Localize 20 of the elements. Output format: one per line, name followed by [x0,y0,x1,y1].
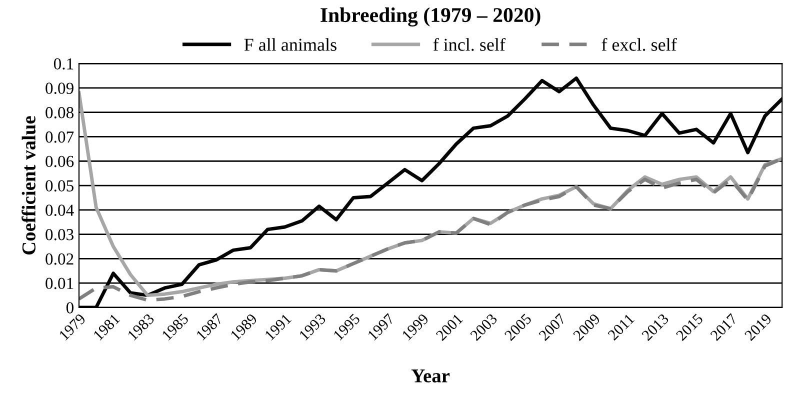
y-tick-label: 0.02 [46,253,74,265]
y-tick-label: 0.03 [46,229,74,240]
y-tick-label: 0.1 [54,58,74,70]
y-tick-label: 0.04 [46,204,74,216]
y-tick-label: 0.01 [46,278,74,290]
x-axis-title: Year [411,370,450,382]
y-tick-label: 0.06 [46,156,74,168]
legend-label: F all animals [244,38,336,51]
y-tick-label: 0.09 [46,82,74,94]
legend-label: f incl. self [433,38,506,51]
y-tick-label: 0.08 [46,107,74,118]
x-tick-label: 1981 [92,313,120,341]
chart-title: Inbreeding (1979 – 2020) [320,7,540,26]
x-tick-label: 2011 [607,313,635,341]
y-tick-label: 0.05 [46,180,74,192]
x-tick-label: 1991 [264,313,292,341]
legend-label: f excl. self [602,38,677,51]
y-axis-title: Coefficient value [22,116,36,254]
y-tick-label: 0 [66,302,74,314]
y-tick-label: 0.07 [46,131,74,143]
